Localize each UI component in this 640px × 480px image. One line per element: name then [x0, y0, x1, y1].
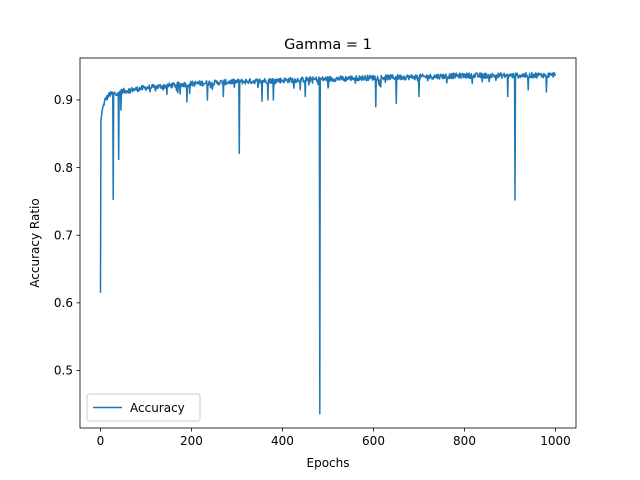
y-tick-label-2: 0.7 — [54, 228, 73, 242]
y-tick-label-3: 0.8 — [54, 161, 73, 175]
legend-label-accuracy: Accuracy — [130, 401, 185, 415]
chart-title: Gamma = 1 — [284, 37, 372, 53]
x-tick-label-2: 400 — [271, 434, 294, 448]
x-tick-label-3: 600 — [362, 434, 385, 448]
x-tick-label-1: 200 — [180, 434, 203, 448]
legend: Accuracy — [86, 393, 201, 422]
axes-frame — [79, 57, 577, 429]
plot-area — [99, 71, 556, 415]
x-tick-label-5: 1000 — [540, 434, 571, 448]
x-tick-label-4: 800 — [453, 434, 476, 448]
y-tick-label-1: 0.6 — [54, 296, 73, 310]
legend-box — [86, 393, 201, 422]
axis-ticks: 0 200 400 600 800 1000 0.5 0.6 0.7 0.8 0.9 — [54, 93, 571, 448]
y-tick-label-0: 0.5 — [54, 364, 73, 378]
x-axis-title: Epochs — [307, 456, 350, 470]
x-tick-label-0: 0 — [97, 434, 105, 448]
y-axis-title: Accuracy Ratio — [28, 198, 42, 287]
y-tick-label-4: 0.9 — [54, 93, 73, 107]
accuracy-series-line — [99, 71, 556, 415]
